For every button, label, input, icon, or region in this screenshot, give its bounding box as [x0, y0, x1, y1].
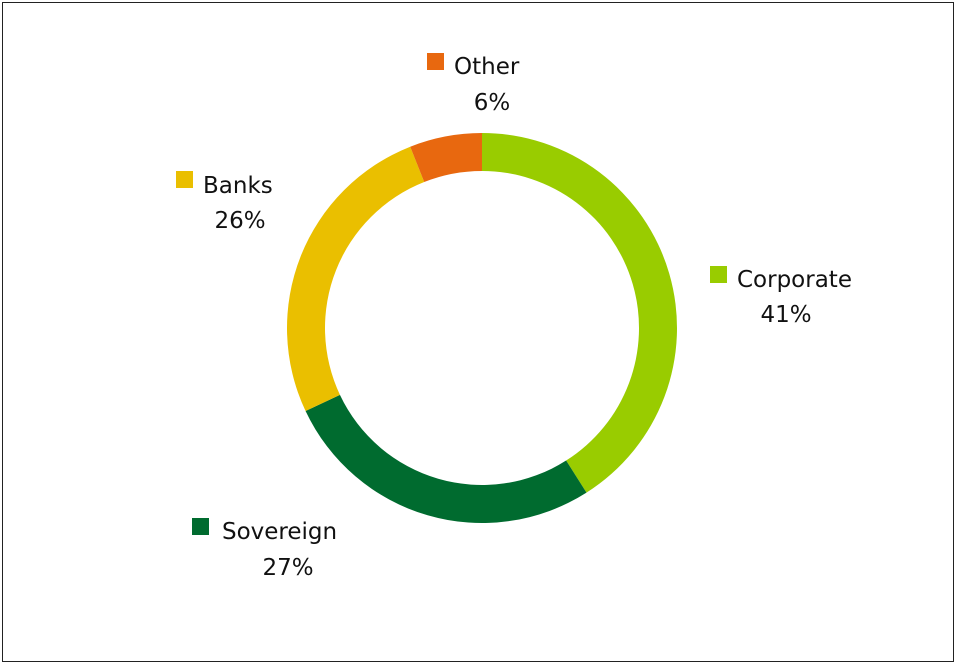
legend-swatch-banks — [176, 171, 193, 188]
donut-slice-corporate — [482, 133, 678, 493]
slice-label-corporate: Corporate — [737, 267, 852, 293]
slice-label-other: Other — [454, 54, 520, 80]
legend-swatch-other — [427, 53, 444, 70]
slice-value-corporate: 41% — [760, 302, 811, 328]
slice-value-banks: 26% — [214, 208, 265, 234]
donut-slice-banks — [286, 146, 425, 412]
legend-swatch-sovereign — [192, 518, 209, 535]
slice-label-sovereign: Sovereign — [222, 519, 337, 545]
donut-chart: Corporate 41% Sovereign 27% Banks 26% Other 6% — [176, 53, 852, 581]
slice-label-banks: Banks — [203, 173, 273, 199]
donut-slice-other — [410, 133, 482, 183]
slice-value-other: 6% — [474, 90, 511, 116]
slice-value-sovereign: 27% — [262, 555, 313, 581]
legend-swatch-corporate — [710, 266, 727, 283]
donut-slice-sovereign — [305, 394, 587, 523]
